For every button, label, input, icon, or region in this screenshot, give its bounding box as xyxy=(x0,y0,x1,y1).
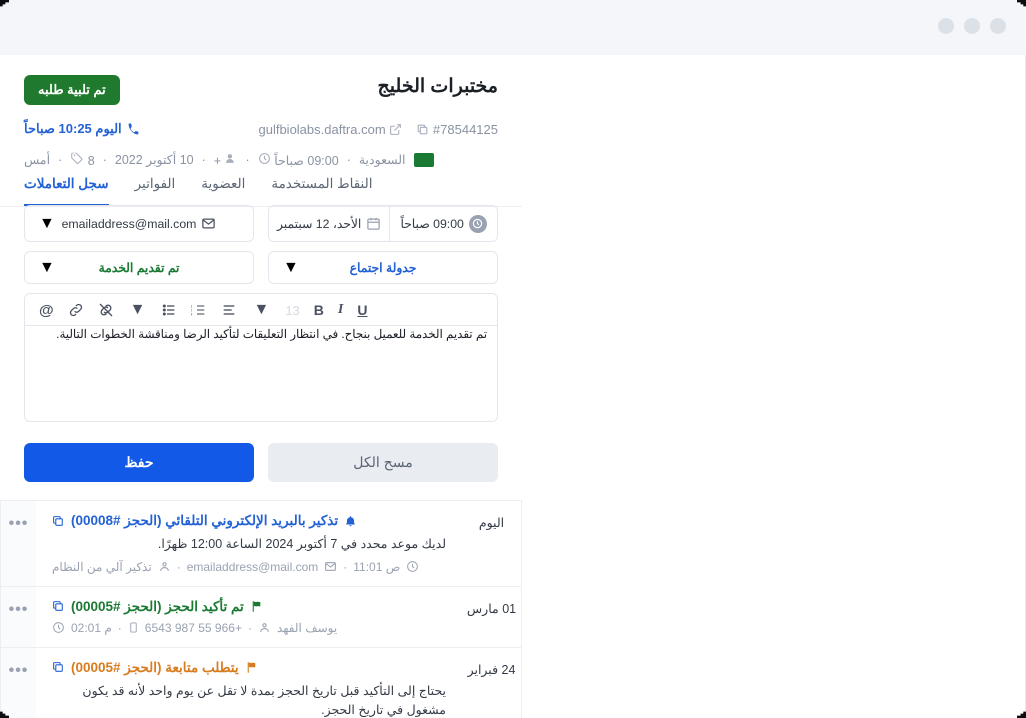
svg-text:3: 3 xyxy=(191,311,193,316)
